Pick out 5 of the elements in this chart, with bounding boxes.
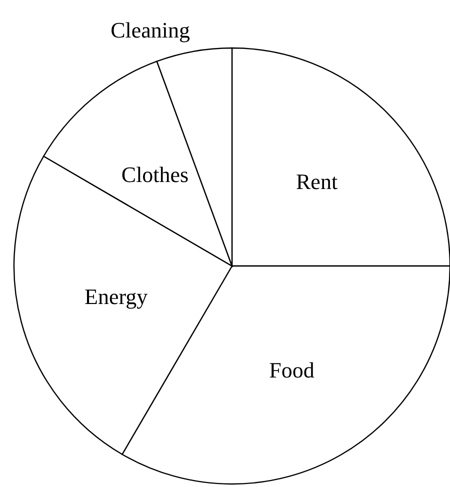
slice-label: Food: [269, 358, 314, 383]
slice-label: Energy: [84, 284, 148, 310]
slice-label: Rent: [296, 168, 338, 194]
slice-label: Clothes: [121, 162, 189, 187]
slice-label: Cleaning: [110, 18, 190, 43]
